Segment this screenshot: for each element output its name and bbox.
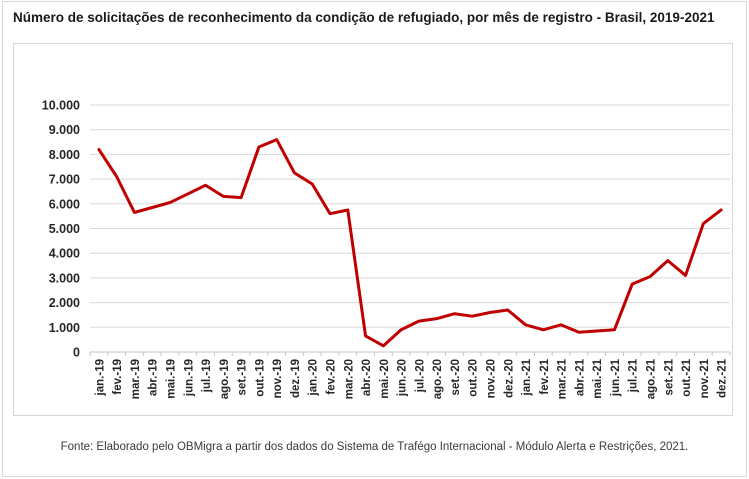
x-axis-tick-label: ago.-21 [646,358,658,399]
x-axis-tick-label: jul.-20 [414,359,426,393]
data-series-line [97,138,723,348]
x-axis-tick-label: jun.-21 [610,358,622,397]
x-axis-tick-label: jan.-21 [521,358,533,396]
x-axis-tick-label: set.-20 [450,359,462,395]
y-axis-tick-label: 9.000 [49,123,80,137]
x-axis-tick-label: mai.-20 [379,359,391,399]
y-axis-tick-label: 3.000 [49,271,80,285]
x-axis-tick-label: mai.-19 [166,359,178,399]
x-axis-tick-label: dez.-20 [503,359,515,398]
y-axis-tick-label: 4.000 [49,247,80,261]
x-axis-tick-label: mar.-20 [343,359,355,399]
y-axis-tick-label: 7.000 [49,173,80,187]
x-axis-tick-label: nov.-20 [486,359,498,398]
y-axis-tick-label: 10.000 [42,99,80,113]
y-axis-tick-label: 1.000 [49,321,80,335]
x-axis-tick-label: ago.-19 [219,359,231,399]
x-axis-tick-label: mai.-21 [592,358,604,398]
x-axis-tick-label: jul.-19 [201,359,213,393]
x-axis-tick-label: dez.-21 [717,358,729,398]
x-axis-tick-label: abr.-21 [574,358,586,396]
chart-title: Número de solicitações de reconhecimento… [13,10,715,25]
x-axis-tick-label: nov.-19 [272,359,284,398]
x-axis-tick-label: abr.-19 [148,359,160,396]
x-axis-tick-label: jun.-20 [397,359,409,397]
x-axis-tick-label: out.-20 [468,359,480,397]
y-axis-tick-label: 5.000 [49,222,80,236]
x-axis-tick-label: ago.-20 [432,359,444,399]
x-axis-tick-label: out.-21 [681,358,693,396]
x-axis-tick-label: mar.-21 [557,358,569,399]
x-axis-tick-label: jun.-19 [183,359,195,397]
x-axis-tick-label: dez.-19 [290,359,302,398]
x-axis-tick-label: jan.-19 [94,359,106,396]
x-axis-tick-label: abr.-20 [361,359,373,396]
y-axis-tick-label: 2.000 [49,296,80,310]
chart-plot-area: 0 1.000 2.000 3.000 4.000 5.000 6.000 7.000 8.00… [13,43,733,416]
x-axis-tick-label: fev.-19 [112,359,124,395]
x-axis-tick-label: jan.-20 [308,359,320,396]
line-chart: 0 1.000 2.000 3.000 4.000 5.000 6.000 7.000 8.00… [42,99,731,399]
x-axis-tick-label: fev.-20 [326,359,338,395]
x-axis-tick-label: nov.-21 [699,358,711,398]
y-axis-tick-label: 6.000 [49,197,80,211]
x-axis-tick-label: jul.-21 [628,358,640,393]
x-axis-tick-label: fev.-21 [539,358,551,394]
x-axis-tick-label: mar.-19 [130,359,142,399]
y-axis-tick-label: 0 [73,346,80,360]
x-axis-tick-label: set.-19 [237,359,249,395]
x-axis-tick-label: out.-19 [254,359,266,397]
source-note: Fonte: Elaborado pelo OBMigra a partir d… [60,441,689,453]
x-axis-tick-label: set.-21 [663,358,675,395]
y-axis-tick-label: 8.000 [49,148,80,162]
